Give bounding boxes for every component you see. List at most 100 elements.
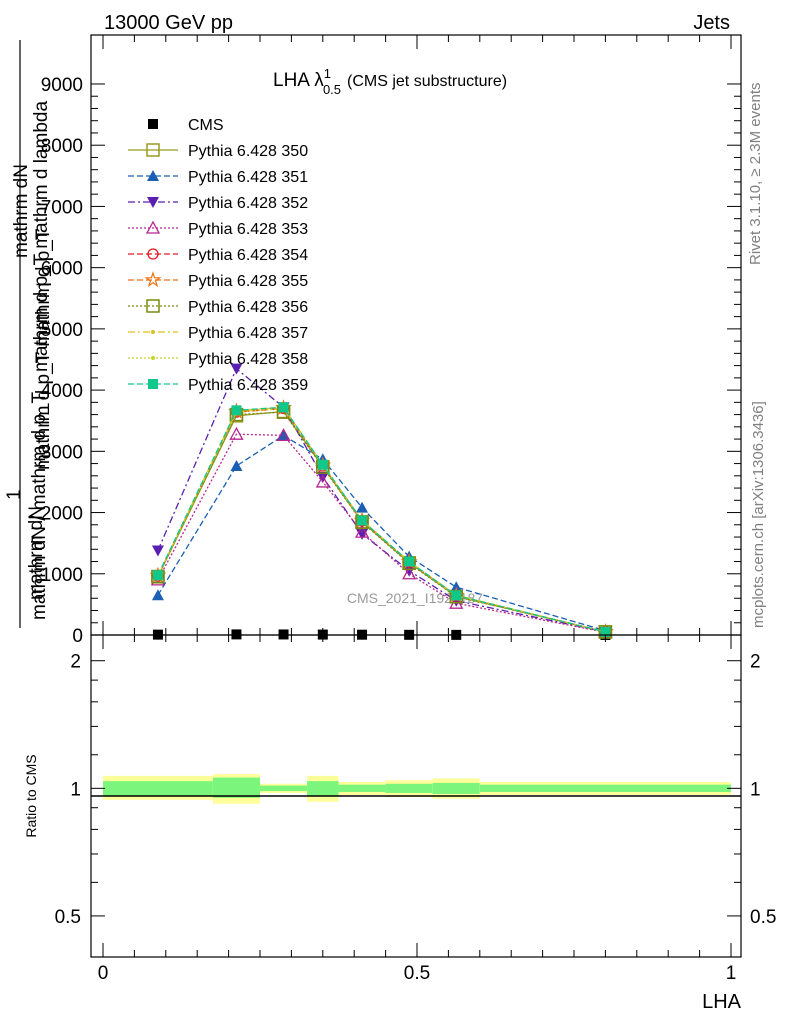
x-axis-label: LHA [702,991,742,1013]
main-ytick-label: 1000 [41,565,83,586]
ratio-xtick-label: 0 [98,963,109,984]
data-point [278,402,289,413]
data-point [451,590,462,601]
ratio-xtick-label: 1 [726,963,737,984]
series-line [157,434,606,632]
data-point [276,428,291,442]
legend-label: Pythia 6.428 356 [188,299,308,316]
legend-marker [147,197,159,208]
data-point [152,570,163,581]
data-point [151,589,164,601]
legend-item: Pythia 6.428 357 [128,325,308,342]
ratio-panel-frame [90,634,742,958]
legend-label: Pythia 6.428 351 [188,169,308,186]
y-title-line4: 1 [4,489,25,500]
header-left: 13000 GeV pp [104,12,233,34]
legend-label: CMS [188,117,224,134]
main-ytick-label: 8000 [41,136,83,157]
ratio-ytick-label-right: 2 [750,652,761,673]
data-point [229,426,244,440]
main-y-axis: 0 1000 2000 3000 4000 5000 6000 7000 8000 9000 [41,75,741,647]
ratio-y-label: Ratio to CMS [23,754,39,837]
data-point [151,545,164,557]
legend-item: Pythia 6.428 350 [128,143,308,160]
main-ytick-label: 0 [72,626,83,647]
legend-label: Pythia 6.428 357 [188,325,308,342]
legend-item: Pythia 6.428 356 [128,299,308,316]
series-10 [152,402,611,637]
data-point [402,566,417,580]
plot-title: LHA λ1 0.5 (CMS jet substructure) [273,66,507,97]
data-point [357,515,368,526]
main-ytick-label: 9000 [41,75,83,96]
y-title-line6: mathrm dN [26,506,47,600]
rivet-label: Rivet 3.1.10, ≥ 2.3M events [747,83,764,266]
y-axis-title: mathrm dN mathrm d p_T mathrm d lambda m… [4,40,54,628]
data-point [404,556,415,567]
series-line [157,406,606,633]
ratio-inner-band [385,783,433,793]
legend-item: Pythia 6.428 353 [128,220,308,238]
ratio-ytick-label: 1 [70,779,81,800]
ratio-x-axis: 0 0.5 1 [98,635,737,984]
legend-label: Pythia 6.428 353 [188,221,308,238]
title-suffix: (CMS jet substructure) [347,73,507,90]
legend-label: Pythia 6.428 358 [188,351,308,368]
legend-marker [148,379,158,389]
legend-marker [151,330,155,334]
data-point [354,524,370,538]
title-superscript: 1 [324,66,331,81]
legend-item: Pythia 6.428 352 [128,195,308,212]
data-point [403,565,416,577]
legend-item: Pythia 6.428 354 [128,247,308,264]
series-layer [149,363,614,640]
legend-item: Pythia 6.428 359 [128,377,308,394]
data-point [317,459,328,470]
header-right: Jets [693,12,730,34]
legend-marker [148,119,158,129]
analysis-watermark: CMS_2021_I1920187 [347,590,483,606]
ratio-inner-band [432,782,480,794]
ratio-xtick-label: 0.5 [404,963,430,984]
title-main: LHA λ [273,70,324,91]
legend: CMS Pythia 6.428 350 Pythia 6.428 351 Pythi… [128,117,308,394]
ratio-inner-band [212,777,260,798]
ratio-inner-band [103,781,213,796]
svg-text:LHA λ10.5(CMS jet substructure: LHA λ1 0.5 (CMS jet substructure) [273,66,507,97]
ratio-inner-band [307,781,339,796]
y-title-line3: mathrm d p_T mathrm d p_T [33,228,54,470]
data-point [315,474,330,488]
main-ytick-label: 7000 [41,197,83,218]
legend-label: Pythia 6.428 359 [188,377,308,394]
ratio-ytick-label-right: 0.5 [750,907,776,928]
main-ytick-label: 2000 [41,504,83,525]
data-point [230,460,243,472]
data-point [316,472,329,484]
data-point [230,363,243,375]
ratio-inner-band [338,784,386,793]
y-title-line1: mathrm dN [11,164,32,258]
legend-item: Pythia 6.428 358 [128,351,308,368]
legend-marker [144,271,162,288]
legend-marker [145,220,161,234]
legend-marker [151,356,155,360]
title-subscript: 0.5 [323,82,341,97]
series-line [157,433,606,633]
legend-item: CMS [148,117,224,134]
main-ytick-label: 6000 [41,259,83,280]
ratio-y-axis: 0.5 0.5 1 1 2 2 [55,652,777,928]
ratio-inner-band [260,785,308,792]
series-line [157,411,606,633]
legend-marker [147,170,159,181]
legend-item: Pythia 6.428 351 [128,169,308,186]
legend-label: Pythia 6.428 355 [188,273,308,290]
legend-label: Pythia 6.428 352 [188,195,308,212]
main-ytick-label: 5000 [41,320,83,341]
ratio-ytick-label: 0.5 [55,907,81,928]
legend-item: Pythia 6.428 355 [128,271,308,290]
legend-label: Pythia 6.428 350 [188,143,308,160]
data-point [450,581,463,593]
data-point [231,629,242,640]
series-line [157,367,606,633]
ratio-bands [103,774,731,804]
